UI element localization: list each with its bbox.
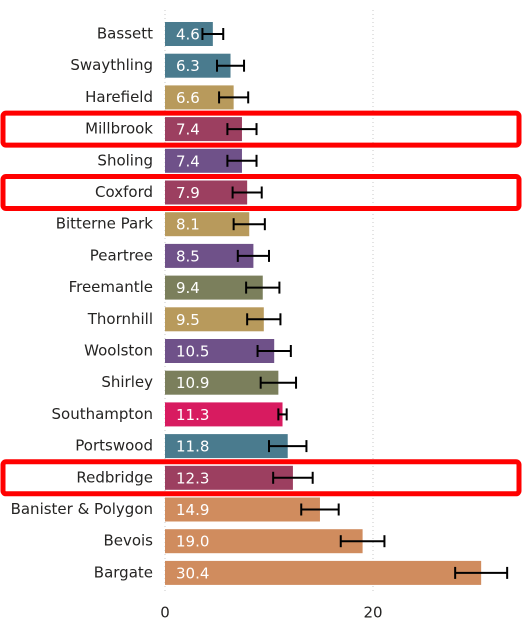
error-bar [236, 249, 270, 262]
value-label: 11.8 [176, 438, 209, 456]
error-bar [277, 408, 288, 421]
error-bar [259, 376, 298, 389]
y-tick-label: Coxford [95, 183, 153, 201]
value-label: 19.0 [176, 533, 209, 551]
value-label: 12.3 [176, 469, 209, 487]
error-bar [226, 154, 258, 167]
value-label: 8.5 [176, 247, 200, 265]
value-label: 7.9 [176, 184, 200, 202]
value-label: 10.5 [176, 343, 209, 361]
error-bar [201, 28, 225, 40]
y-tick-label: Shirley [101, 373, 153, 391]
value-label: 9.5 [176, 311, 200, 329]
value-label: 7.4 [176, 121, 200, 139]
value-label: 4.6 [176, 26, 200, 44]
highlight-box [0, 459, 522, 497]
y-tick-label: Redbridge [76, 468, 153, 486]
value-label: 7.4 [176, 152, 200, 170]
value-label: 10.9 [176, 374, 209, 392]
bar [165, 339, 275, 363]
y-tick-label: Millbrook [85, 120, 153, 138]
error-bar [339, 535, 386, 548]
bar [165, 560, 482, 585]
error-bar [300, 503, 340, 516]
y-tick-label: Freemantle [69, 278, 153, 296]
highlight-box [0, 110, 522, 148]
y-tick-label: Bevois [103, 532, 153, 550]
highlight-box [0, 174, 522, 211]
x-tick-label: 20 [363, 604, 382, 622]
error-bar [232, 218, 266, 231]
y-tick-label: Swaythling [70, 56, 153, 74]
value-label: 11.3 [176, 406, 209, 424]
value-label: 6.6 [176, 89, 200, 107]
y-tick-label: Banister & Polygon [11, 500, 153, 518]
error-bar [218, 91, 250, 104]
bar [165, 53, 231, 78]
y-tick-label: Sholing [97, 151, 153, 169]
error-bar [272, 471, 314, 484]
bar [165, 434, 288, 459]
error-bar [246, 313, 282, 326]
x-tick-label: 0 [160, 604, 170, 622]
error-bar [231, 186, 263, 199]
y-tick-label: Harefield [85, 88, 153, 106]
bar [165, 497, 320, 522]
value-label: 9.4 [176, 279, 200, 297]
y-tick-label: Southampton [52, 405, 153, 423]
error-bar [268, 440, 308, 453]
bar [165, 402, 283, 427]
y-tick-label: Bargate [94, 563, 153, 581]
value-label: 30.4 [176, 564, 209, 582]
value-label: 14.9 [176, 501, 209, 519]
error-bar [216, 59, 246, 72]
error-bar [226, 123, 258, 136]
y-tick-label: Woolston [84, 342, 153, 360]
error-bar [245, 281, 281, 294]
y-tick-label: Bitterne Park [56, 215, 154, 233]
error-bar [454, 566, 509, 579]
bar [165, 465, 293, 490]
bar [165, 370, 279, 395]
error-bar [256, 345, 292, 357]
y-tick-label: Thornhill [87, 310, 153, 328]
y-tick-label: Peartree [90, 246, 153, 264]
bar [165, 529, 363, 554]
value-label: 6.3 [176, 57, 200, 75]
value-label: 8.1 [176, 216, 200, 234]
y-tick-label: Portswood [75, 437, 153, 455]
y-tick-label: Bassett [97, 25, 153, 43]
